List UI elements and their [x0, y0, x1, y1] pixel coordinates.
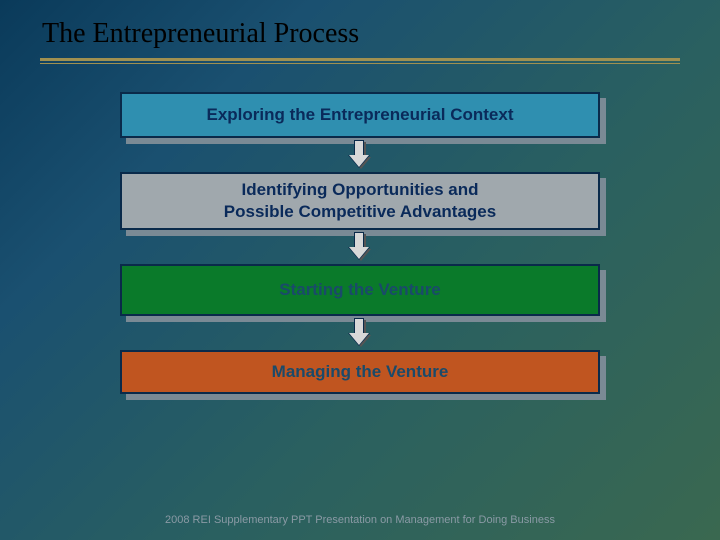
flow-label-line1: Identifying Opportunities and: [122, 179, 598, 201]
flow-box: Starting the Venture: [120, 264, 600, 316]
flow-label: Starting the Venture: [122, 279, 598, 301]
flow-box: Managing the Venture: [120, 350, 600, 394]
flow-label: Exploring the Entrepreneurial Context: [122, 104, 598, 126]
flow-box: Exploring the Entrepreneurial Context: [120, 92, 600, 138]
slide-footer: 2008 REI Supplementary PPT Presentation …: [0, 514, 720, 526]
flow-node-3: Starting the Venture: [120, 264, 600, 316]
flow-box: Identifying Opportunities and Possible C…: [120, 172, 600, 230]
flow-label-line2: Possible Competitive Advantages: [122, 201, 598, 223]
flow-label: Managing the Venture: [122, 361, 598, 383]
flow-node-2: Identifying Opportunities and Possible C…: [120, 172, 600, 230]
flow-arrow-2: [0, 230, 720, 264]
flow-node-4: Managing the Venture: [120, 350, 600, 394]
flow-node-1: Exploring the Entrepreneurial Context: [120, 92, 600, 138]
slide-title: The Entrepreneurial Process: [0, 0, 720, 58]
flow-arrow-1: [0, 138, 720, 172]
title-underline: [40, 58, 680, 61]
flow-arrow-3: [0, 316, 720, 350]
flowchart: Exploring the Entrepreneurial Context Id…: [0, 64, 720, 394]
